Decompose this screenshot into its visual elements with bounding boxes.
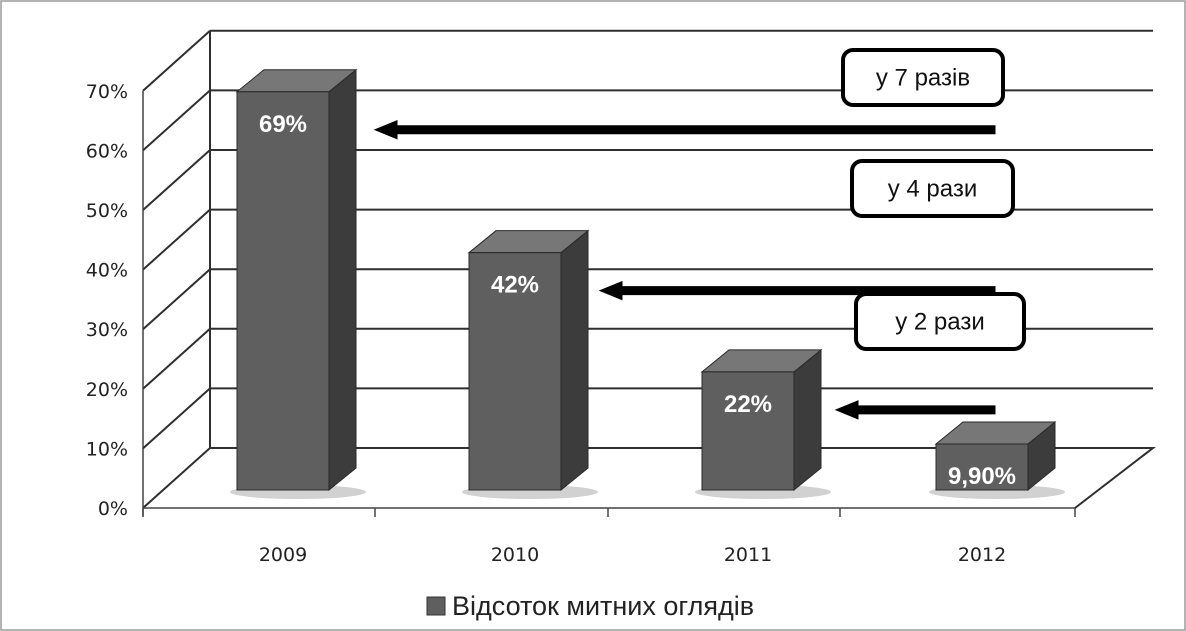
callout-box xyxy=(841,48,1005,107)
gridline-depth xyxy=(142,89,211,152)
callout-text: у 7 разів xyxy=(876,65,970,92)
bar-side xyxy=(560,229,589,492)
bar-2012: 9,90% xyxy=(929,420,1065,499)
x-tick-label: 2011 xyxy=(724,544,772,566)
legend-label: Відсоток митних оглядів xyxy=(452,591,754,621)
arrow-shape xyxy=(834,400,996,420)
bars-layer: 69% 42% 22% 9,90% xyxy=(230,68,1065,499)
axis-layer: 0% 10% 20% 30% 40% 50% 60% 70% 2009 2010 2011 2012 xyxy=(86,81,1076,566)
y-tick-label: 20% xyxy=(86,379,128,401)
callout-box xyxy=(850,159,1015,218)
callout-3: у 2 рази xyxy=(854,292,1026,351)
arrow-3 xyxy=(834,400,996,420)
legend: Відсоток митних оглядів xyxy=(426,591,754,621)
x-tick-label: 2010 xyxy=(491,544,539,566)
bar-front xyxy=(701,371,795,491)
x-tick-label: 2009 xyxy=(259,544,307,566)
callout-1: у 7 разів xyxy=(841,48,1005,107)
bar-2009: 69% xyxy=(230,68,366,499)
data-label: 9,90% xyxy=(948,463,1016,490)
callout-box xyxy=(854,292,1026,351)
callout-2: у 4 рази xyxy=(850,159,1015,218)
callout-text: у 2 рази xyxy=(895,309,985,336)
data-label: 42% xyxy=(491,272,539,299)
x-tick-label: 2012 xyxy=(958,544,1006,566)
y-tick-label: 70% xyxy=(86,81,128,103)
data-label: 22% xyxy=(724,391,772,418)
bar-2011: 22% xyxy=(695,348,831,499)
y-tick-label: 40% xyxy=(86,260,128,282)
gridline-depth xyxy=(142,328,211,390)
callout-text: у 4 рази xyxy=(888,176,978,203)
bar-2010: 42% xyxy=(462,229,598,499)
bar-front xyxy=(935,443,1029,491)
gridline-depth xyxy=(142,208,211,271)
arrow-shape xyxy=(373,120,996,140)
y-tick-label: 60% xyxy=(86,140,128,162)
gridline-depth xyxy=(142,268,211,330)
y-tick-label: 0% xyxy=(98,498,128,520)
bar-side xyxy=(328,68,357,492)
arrow-1 xyxy=(373,120,996,140)
bar-front xyxy=(236,91,330,491)
y-tick-label: 50% xyxy=(86,200,128,222)
annotations-layer: у 7 разів у 4 рази у 2 рази xyxy=(373,48,1026,420)
y-tick-label: 10% xyxy=(86,438,128,460)
gridline-depth xyxy=(142,149,211,211)
legend-swatch xyxy=(426,596,446,616)
bar-side xyxy=(793,348,822,492)
floor-outline xyxy=(142,447,1156,509)
data-label: 69% xyxy=(259,111,307,138)
bar-front xyxy=(468,252,562,491)
gridline-depth xyxy=(142,387,211,450)
y-tick-label: 30% xyxy=(86,319,128,341)
gridline-depth xyxy=(142,30,211,92)
